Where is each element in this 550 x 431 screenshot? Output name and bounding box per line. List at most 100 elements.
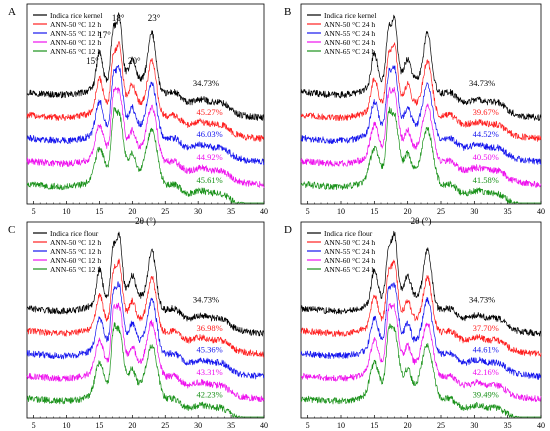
panel-label: C bbox=[8, 224, 15, 236]
legend-label: ANN-65 °C 24 h bbox=[324, 47, 375, 56]
x-tick-label: 40 bbox=[537, 421, 545, 430]
peak-label: 17° bbox=[98, 30, 111, 40]
peak-label: 23° bbox=[148, 13, 161, 23]
legend-label: ANN-60 °C 24 h bbox=[324, 38, 375, 47]
x-tick-label: 5 bbox=[306, 421, 310, 430]
legend-label: Indica rice kernel bbox=[324, 11, 376, 20]
peak-label: 20° bbox=[128, 56, 141, 66]
series-line bbox=[26, 258, 265, 358]
panel-label: A bbox=[8, 6, 16, 18]
x-tick-label: 30 bbox=[470, 421, 478, 430]
crystallinity-label: 34.73% bbox=[469, 294, 495, 304]
legend-label: ANN-60 °C 12 h bbox=[50, 256, 101, 265]
crystallinity-label: 40.50% bbox=[473, 152, 499, 162]
legend-label: ANN-50 °C 24 h bbox=[324, 238, 375, 247]
x-tick-label: 30 bbox=[194, 421, 202, 430]
x-tick-label: 35 bbox=[504, 421, 512, 430]
series-line bbox=[300, 86, 542, 188]
crystallinity-label: 34.73% bbox=[193, 78, 219, 88]
panel-B: B 5 10 15 20 25 30 35 40 2θ (°) Indica rice kernel… bbox=[284, 3, 545, 226]
series-line bbox=[26, 64, 265, 166]
legend-label: ANN-60 °C 24 h bbox=[324, 256, 375, 265]
x-tick-label: 35 bbox=[227, 207, 235, 216]
x-axis-label: 2θ (°) bbox=[135, 216, 156, 226]
peak-label: 15° bbox=[86, 56, 99, 66]
series-line bbox=[300, 323, 541, 418]
series-line bbox=[300, 65, 542, 166]
crystallinity-label: 45.61% bbox=[196, 175, 222, 185]
x-tick-label: 15 bbox=[95, 207, 103, 216]
crystallinity-label: 42.23% bbox=[196, 389, 222, 399]
x-tick-label: 35 bbox=[504, 207, 512, 216]
panel-A: A 5 10 15 20 25 30 35 40 2θ (°) Indica rice kernel… bbox=[8, 3, 268, 226]
legend-label: ANN-60 °C 12 h bbox=[50, 38, 101, 47]
x-tick-label: 30 bbox=[470, 207, 478, 216]
series-line bbox=[300, 42, 542, 142]
x-tick-label: 20 bbox=[404, 421, 412, 430]
x-tick-label: 25 bbox=[437, 421, 445, 430]
series-line bbox=[26, 231, 265, 337]
series-line bbox=[300, 302, 542, 402]
x-tick-label: 15 bbox=[370, 207, 378, 216]
x-tick-label: 35 bbox=[227, 421, 235, 430]
legend-label: ANN-50 °C 12 h bbox=[50, 238, 101, 247]
peak-label: 18° bbox=[112, 13, 125, 23]
x-tick-label: 10 bbox=[63, 421, 71, 430]
legend-label: Indica rice kernel bbox=[50, 11, 102, 20]
crystallinity-label: 37.70% bbox=[473, 323, 499, 333]
x-tick-label: 40 bbox=[260, 421, 268, 430]
x-tick-label: 25 bbox=[437, 207, 445, 216]
panel-label: D bbox=[284, 224, 292, 236]
crystallinity-label: 34.73% bbox=[469, 78, 495, 88]
legend-label: ANN-55 °C 12 h bbox=[50, 29, 101, 38]
crystallinity-label: 43.31% bbox=[196, 367, 222, 377]
x-axis-label: 2θ (°) bbox=[411, 216, 432, 226]
legend-label: ANN-65 °C 24 h bbox=[324, 265, 375, 274]
legend-label: ANN-55 °C 24 h bbox=[324, 247, 375, 256]
legend-label: ANN-55 °C 12 h bbox=[50, 247, 101, 256]
x-tick-label: 40 bbox=[537, 207, 545, 216]
series-line bbox=[300, 259, 542, 357]
x-tick-label: 5 bbox=[32, 421, 36, 430]
series-line bbox=[26, 41, 265, 142]
x-tick-label: 10 bbox=[337, 207, 345, 216]
crystallinity-label: 41.58% bbox=[473, 175, 499, 185]
series-line bbox=[300, 230, 542, 337]
panel-label: B bbox=[284, 6, 291, 18]
legend-label: ANN-50 °C 24 h bbox=[324, 20, 375, 29]
x-tick-label: 5 bbox=[306, 207, 310, 216]
series-line bbox=[26, 12, 265, 121]
series-line bbox=[26, 302, 265, 403]
x-tick-label: 40 bbox=[260, 207, 268, 216]
series-line bbox=[26, 281, 265, 380]
series-line bbox=[300, 106, 541, 204]
panel-D: D5101520253035402θ (°)Indica rice flourA… bbox=[284, 221, 545, 431]
legend-label: ANN-65 °C 12 h bbox=[50, 265, 101, 274]
series-line bbox=[300, 282, 542, 380]
x-tick-label: 15 bbox=[95, 421, 103, 430]
x-tick-label: 25 bbox=[161, 421, 169, 430]
x-tick-label: 5 bbox=[32, 207, 36, 216]
legend-label: ANN-50 °C 12 h bbox=[50, 20, 101, 29]
crystallinity-label: 46.03% bbox=[196, 129, 222, 139]
x-tick-label: 30 bbox=[194, 207, 202, 216]
crystallinity-label: 44.52% bbox=[473, 129, 499, 139]
crystallinity-label: 45.36% bbox=[196, 344, 222, 354]
x-tick-label: 20 bbox=[404, 207, 412, 216]
legend-label: Indica rice flour bbox=[324, 229, 373, 238]
crystallinity-label: 42.16% bbox=[473, 367, 499, 377]
series-line bbox=[26, 86, 265, 189]
x-tick-label: 20 bbox=[128, 207, 136, 216]
legend-label: Indica rice flour bbox=[50, 229, 99, 238]
x-tick-label: 10 bbox=[63, 207, 71, 216]
crystallinity-label: 39.67% bbox=[473, 107, 499, 117]
x-tick-label: 15 bbox=[370, 421, 378, 430]
legend-label: ANN-65 °C 12 h bbox=[50, 47, 101, 56]
crystallinity-label: 44.92% bbox=[196, 152, 222, 162]
legend-label: ANN-55 °C 24 h bbox=[324, 29, 375, 38]
series-line bbox=[26, 107, 264, 204]
series-line bbox=[26, 322, 264, 418]
crystallinity-label: 36.98% bbox=[196, 323, 222, 333]
crystallinity-label: 39.49% bbox=[473, 389, 499, 399]
